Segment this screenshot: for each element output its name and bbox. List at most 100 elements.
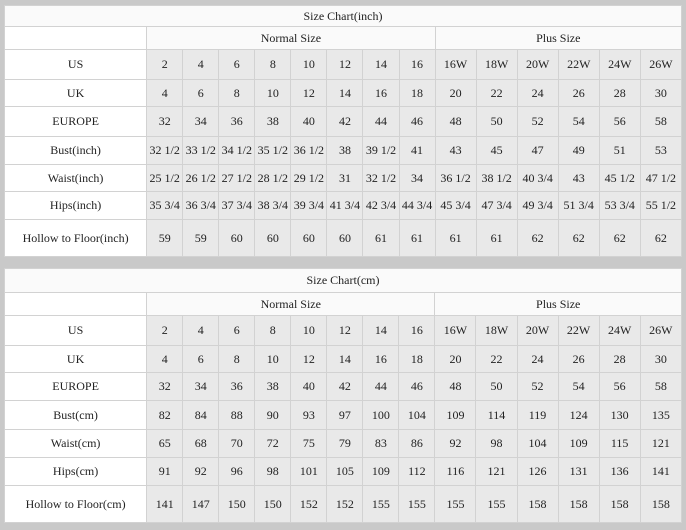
size-value-cell: 16 — [362, 79, 400, 107]
size-value-cell: 8 — [218, 79, 256, 107]
size-value-cell: 59 — [182, 219, 220, 257]
size-value-cell: 115 — [598, 429, 641, 458]
size-value-cell: 147 — [182, 485, 220, 523]
size-value-cell: 20W — [516, 315, 559, 346]
table-row: EUROPE 32 34 36 38 40 42 44 46 48 50 52 54 56 58 — [3, 372, 683, 401]
size-value-cell: 25 1/2 — [146, 164, 184, 192]
size-value-cell: 28 1/2 — [254, 164, 292, 192]
chart-title: Size Chart(cm) — [4, 268, 682, 293]
size-value-cell: 68 — [182, 429, 220, 458]
size-value-cell: 36 1/2 — [434, 164, 477, 192]
size-value-cell: 50 — [475, 106, 518, 137]
size-value-cell: 141 — [146, 485, 184, 523]
size-value-cell: 52 — [516, 106, 559, 137]
size-value-cell: 52 — [516, 372, 559, 401]
size-value-cell: 20 — [434, 345, 477, 373]
table-row: US 2 4 6 8 10 12 14 16 16W 18W 20W 22W 24W 26W — [3, 315, 683, 346]
row-label: Bust(cm) — [3, 400, 148, 430]
size-value-cell: 93 — [290, 400, 328, 430]
size-value-cell: 47 1/2 — [639, 164, 683, 192]
size-value-cell: 114 — [475, 400, 518, 430]
size-value-cell: 92 — [434, 429, 477, 458]
size-value-cell: 36 1/2 — [290, 136, 328, 165]
size-value-cell: 53 3/4 — [598, 191, 641, 220]
size-value-cell: 16 — [398, 315, 436, 346]
size-value-cell: 4 — [146, 79, 184, 107]
size-value-cell: 158 — [598, 485, 641, 523]
size-value-cell: 61 — [475, 219, 518, 257]
row-label: UK — [3, 345, 148, 373]
size-value-cell: 18 — [398, 79, 436, 107]
group-row: Normal Size Plus Size — [3, 292, 682, 316]
size-value-cell: 97 — [326, 400, 364, 430]
size-value-cell: 38 — [254, 106, 292, 137]
size-value-cell: 62 — [598, 219, 641, 257]
row-label: Hips(cm) — [3, 457, 148, 486]
size-value-cell: 30 — [639, 345, 683, 373]
size-value-cell: 34 — [398, 164, 436, 192]
size-value-cell: 47 — [516, 136, 559, 165]
size-value-cell: 98 — [254, 457, 292, 486]
size-value-cell: 10 — [254, 79, 292, 107]
size-value-cell: 32 — [146, 372, 184, 401]
size-value-cell: 6 — [218, 315, 256, 346]
size-value-cell: 62 — [557, 219, 600, 257]
size-value-cell: 121 — [639, 429, 683, 458]
size-value-cell: 35 1/2 — [254, 136, 292, 165]
group-plus-size: Plus Size — [434, 26, 683, 50]
size-value-cell: 4 — [182, 49, 220, 80]
table-row: US 2 4 6 8 10 12 14 16 16W 18W 20W 22W 24W 26W — [3, 49, 683, 80]
size-value-cell: 14 — [326, 345, 364, 373]
size-value-cell: 2 — [146, 49, 184, 80]
size-value-cell: 158 — [516, 485, 559, 523]
size-value-cell: 44 3/4 — [398, 191, 436, 220]
size-value-cell: 60 — [254, 219, 292, 257]
group-plus-size: Plus Size — [434, 292, 682, 316]
size-value-cell: 141 — [639, 457, 683, 486]
size-value-cell: 10 — [290, 49, 328, 80]
chart-title: Size Chart(inch) — [4, 5, 682, 27]
size-value-cell: 44 — [362, 106, 400, 137]
size-value-cell: 65 — [146, 429, 184, 458]
table-row: EUROPE 32 34 36 38 40 42 44 46 48 50 52 54 56 58 — [3, 106, 683, 137]
size-value-cell: 14 — [326, 79, 364, 107]
size-value-cell: 36 — [218, 106, 256, 137]
blank-cell — [3, 292, 148, 316]
size-value-cell: 100 — [362, 400, 400, 430]
size-value-cell: 44 — [362, 372, 400, 401]
size-value-cell: 12 — [326, 49, 364, 80]
size-value-cell: 61 — [398, 219, 436, 257]
size-value-cell: 24W — [598, 49, 641, 80]
size-value-cell: 83 — [362, 429, 400, 458]
size-value-cell: 26 — [557, 345, 600, 373]
size-value-cell: 49 — [557, 136, 600, 165]
size-value-cell: 155 — [362, 485, 400, 523]
table-row: Bust(inch) 32 1/2 33 1/2 34 1/2 35 1/2 36 1/2… — [3, 136, 683, 165]
size-value-cell: 112 — [398, 457, 436, 486]
size-value-cell: 6 — [182, 345, 220, 373]
size-value-cell: 84 — [182, 400, 220, 430]
size-value-cell: 50 — [475, 372, 518, 401]
size-value-cell: 61 — [362, 219, 400, 257]
size-value-cell: 61 — [434, 219, 477, 257]
size-value-cell: 36 3/4 — [182, 191, 220, 220]
size-value-cell: 36 — [218, 372, 256, 401]
size-value-cell: 30 — [639, 79, 683, 107]
size-value-cell: 58 — [639, 372, 683, 401]
size-value-cell: 53 — [639, 136, 683, 165]
title-row: Size Chart(cm) — [4, 268, 682, 293]
size-value-cell: 56 — [598, 372, 641, 401]
size-chart-inch: Size Chart(inch) Normal Size Plus Size US 2 4… — [3, 5, 683, 257]
size-value-cell: 155 — [475, 485, 518, 523]
row-label: Hollow to Floor(cm) — [3, 485, 148, 523]
size-value-cell: 56 — [598, 106, 641, 137]
size-value-cell: 12 — [290, 345, 328, 373]
size-value-cell: 38 3/4 — [254, 191, 292, 220]
table-row: Hips(cm) 91 92 96 98 101 105 109 112 116 121 126 131… — [3, 457, 683, 486]
size-value-cell: 60 — [218, 219, 256, 257]
size-value-cell: 42 — [326, 106, 364, 137]
size-value-cell: 45 3/4 — [434, 191, 477, 220]
size-value-cell: 135 — [639, 400, 683, 430]
size-value-cell: 58 — [639, 106, 683, 137]
size-value-cell: 60 — [290, 219, 328, 257]
